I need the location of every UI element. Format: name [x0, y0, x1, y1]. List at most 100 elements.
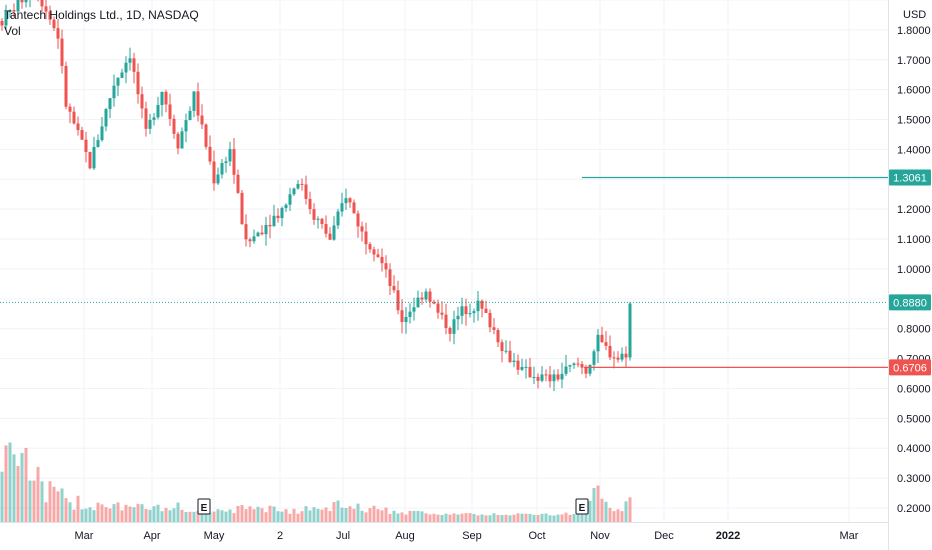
candle-body	[268, 224, 272, 227]
candle-body	[16, 0, 20, 12]
volume-bar	[468, 513, 472, 522]
volume-bar	[128, 506, 132, 522]
candle-body	[104, 109, 108, 127]
candle-body	[344, 198, 348, 204]
candle-body	[96, 140, 100, 147]
volume-bar	[156, 504, 160, 522]
candle-body	[572, 363, 576, 366]
candle-body	[132, 58, 136, 72]
volume-bar	[16, 466, 20, 522]
price-axis[interactable]	[888, 0, 932, 550]
volume-bar	[356, 503, 360, 522]
candle-body	[4, 11, 8, 26]
volume-bar	[268, 505, 272, 522]
level-price-tag-label: 0.6706	[893, 362, 927, 374]
candle-body	[472, 311, 476, 314]
volume-bar	[72, 509, 76, 522]
volume-bar	[232, 513, 236, 522]
volume-bar	[36, 466, 40, 522]
volume-bar	[428, 514, 432, 522]
candle-body	[336, 211, 340, 226]
time-axis[interactable]	[0, 522, 888, 550]
volume-bar	[256, 506, 260, 522]
candle-body	[112, 85, 116, 99]
candle-body	[564, 366, 568, 374]
volume-bar	[552, 515, 556, 522]
candle-body	[228, 149, 232, 162]
volume-bar	[484, 515, 488, 522]
candle-body	[140, 94, 144, 109]
earnings-marker[interactable]: E	[575, 498, 589, 515]
candle-body	[340, 203, 344, 212]
candle-body	[40, 0, 44, 7]
volume-bar	[184, 511, 188, 522]
candle-body	[272, 215, 276, 227]
candle-body	[152, 117, 156, 120]
candle-body	[212, 161, 216, 184]
candle-body	[592, 351, 596, 365]
candle-body	[436, 303, 440, 313]
volume-bar	[332, 502, 336, 522]
volume-bar	[612, 511, 616, 522]
volume-bar	[532, 514, 536, 522]
volume-bar	[20, 453, 24, 522]
candle-body	[444, 314, 448, 328]
volume-bar	[68, 502, 72, 522]
candle-body	[404, 316, 408, 322]
y-tick-label: 0.6000	[897, 383, 931, 395]
candle-body	[384, 263, 388, 270]
x-tick-label: Apr	[143, 530, 160, 542]
candle-body	[356, 213, 360, 227]
candle-body	[188, 110, 192, 121]
volume-bar	[456, 514, 460, 522]
y-tick-label: 1.1000	[897, 234, 931, 246]
candle-body	[168, 104, 172, 119]
candle-body	[468, 313, 472, 315]
y-tick-label: 0.4000	[897, 443, 931, 455]
volume-bar	[548, 515, 552, 522]
volume-bar	[440, 515, 444, 522]
volume-bar	[228, 509, 232, 522]
candle-body	[376, 254, 380, 257]
volume-bar	[472, 513, 476, 522]
candle-body	[432, 301, 436, 304]
volume-bar	[244, 509, 248, 522]
candle-body	[208, 146, 212, 162]
volume-bar	[516, 513, 520, 522]
candle-body	[148, 119, 152, 129]
candle-body	[420, 297, 424, 300]
x-tick-label: Mar	[75, 530, 94, 542]
volume-bar	[0, 471, 4, 522]
volume-bar	[388, 514, 392, 522]
volume-bar	[44, 502, 48, 522]
candle-body	[260, 232, 264, 235]
candle-body	[484, 308, 488, 313]
volume-bar	[108, 508, 112, 522]
volume-bar	[380, 510, 384, 522]
candle-body	[328, 233, 332, 240]
volume-bar	[620, 511, 624, 522]
volume-bar	[308, 510, 312, 522]
candle-body	[172, 118, 176, 134]
candle-body	[360, 226, 364, 232]
volume-bar	[264, 512, 268, 522]
candle-body	[408, 311, 412, 317]
earnings-marker[interactable]: E	[197, 498, 211, 515]
volume-bar	[528, 513, 532, 522]
volume-bar	[24, 447, 28, 522]
volume-bar	[508, 515, 512, 522]
volume-bar	[8, 442, 12, 522]
candle-body	[544, 374, 548, 376]
volume-bar	[248, 506, 252, 522]
volume-bar	[164, 507, 168, 522]
volume-bar	[324, 507, 328, 522]
volume-bar	[32, 480, 36, 522]
volume-bar	[120, 510, 124, 522]
candle-body	[624, 353, 628, 358]
volume-bar	[240, 505, 244, 522]
candle-body	[180, 131, 184, 149]
candle-body	[276, 215, 280, 219]
candle-body	[200, 115, 204, 125]
